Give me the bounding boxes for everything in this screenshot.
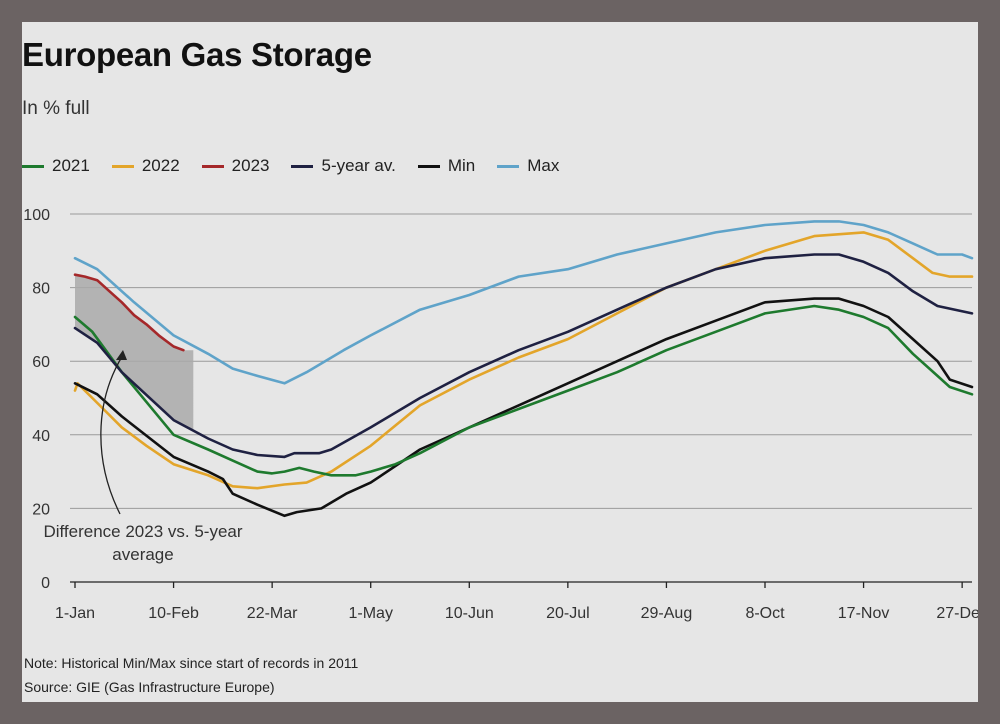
- legend-label-2021: 2021: [52, 156, 90, 175]
- legend-label-min: Min: [447, 156, 476, 175]
- legend-item-2022: 2022: [111, 156, 180, 176]
- x-tick-label-17-nov: 17-Nov: [838, 605, 890, 622]
- annotation-arrow: [100, 354, 124, 515]
- y-tick-label-60: 60: [32, 354, 50, 371]
- y-tick-label-80: 80: [32, 281, 50, 298]
- legend-swatch-2023: [201, 164, 224, 168]
- legend-label-2023: 2023: [231, 156, 270, 175]
- x-tick-label-29-aug: 29-Aug: [641, 605, 693, 622]
- legend-swatch-2021: [22, 164, 44, 168]
- x-tick-label-1-jan: 1-Jan: [55, 605, 95, 622]
- legend-item-2023: 2023: [201, 156, 270, 176]
- legend-item-min: Min: [417, 156, 476, 176]
- footnote-note: Note: Historical Min/Max since start of …: [24, 655, 359, 671]
- shaded-difference-region: [75, 274, 194, 431]
- y-tick-label-100: 100: [23, 207, 50, 224]
- y-tick-label-20: 20: [32, 501, 50, 518]
- y-tick-label-0: 0: [41, 575, 50, 592]
- series-line-2021: [73, 304, 974, 477]
- legend-label-5-year-av: 5-year av.: [321, 156, 396, 175]
- chart-panel: European Gas Storage In % full 2021 2022 2…: [22, 22, 978, 702]
- annotation-text: Difference 2023 vs. 5-year average: [43, 522, 242, 564]
- series-line-2022: [73, 231, 974, 490]
- x-tick-label-1-may: 1-May: [348, 605, 392, 622]
- x-tick-label-22-mar: 22-Mar: [247, 605, 298, 622]
- series-line-max: [73, 220, 974, 385]
- legend-swatch-min: [417, 164, 440, 168]
- legend-item-2021: 2021: [22, 156, 90, 176]
- legend-item-max: Max: [497, 156, 559, 176]
- legend-item-5-year-av: 5-year av.: [291, 156, 396, 176]
- annotation-line-1: Difference 2023 vs. 5-year: [43, 522, 242, 541]
- chart-title: European Gas Storage: [22, 36, 372, 73]
- series-line-2023: [73, 273, 185, 352]
- legend-swatch-5-year-av: [291, 164, 314, 168]
- x-tick-label-10-jun: 10-Jun: [445, 605, 494, 622]
- x-tick-label-10-feb: 10-Feb: [148, 605, 199, 622]
- chart-plot: 0 20 40 60 80 100 1-Jan 10-Feb 22-Mar 1-May 10-Jun…: [23, 207, 978, 622]
- footnote-source: Source: GIE (Gas Infrastructure Europe): [24, 679, 275, 695]
- legend: 2021 2022 2023 5-year av. Min Max: [22, 156, 581, 176]
- legend-swatch-max: [497, 164, 520, 168]
- y-tick-label-40: 40: [32, 428, 50, 445]
- legend-swatch-2022: [111, 164, 134, 168]
- x-tick-label-20-jul: 20-Jul: [546, 605, 590, 622]
- chart-subtitle: In % full: [22, 98, 90, 119]
- x-tick-label-27-dec: 27-Dec: [936, 605, 978, 622]
- series-line-5-year-av: [73, 253, 974, 459]
- x-tick-label-8-oct: 8-Oct: [745, 605, 785, 622]
- legend-label-max: Max: [527, 156, 560, 175]
- annotation-line-2: average: [112, 545, 173, 564]
- annotation-arrowhead: [116, 350, 127, 360]
- legend-label-2022: 2022: [141, 156, 180, 175]
